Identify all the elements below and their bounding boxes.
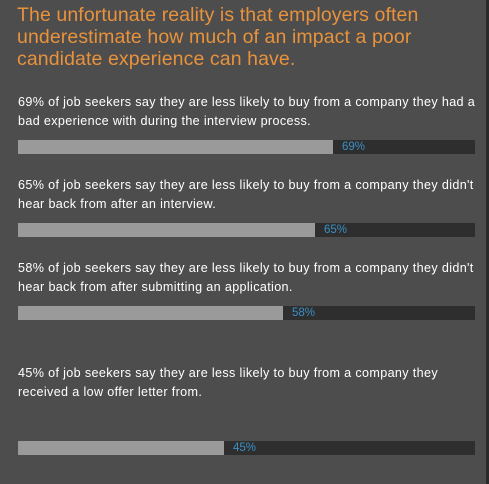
stat-text: 45% of job seekers say they are less lik… — [18, 366, 438, 399]
bar-track: 69% — [18, 140, 475, 154]
bar-value-label: 58% — [292, 307, 316, 319]
bar-track: 45% — [18, 441, 475, 455]
bar — [18, 306, 283, 320]
bar-value-label: 45% — [233, 442, 257, 454]
headline: The unfortunate reality is that employer… — [17, 4, 419, 70]
bar-value-label: 69% — [342, 141, 366, 153]
stat-text: 58% of job seekers say they are less lik… — [18, 261, 474, 294]
bar-track: 58% — [18, 306, 475, 320]
bar — [18, 223, 315, 237]
stat-text: 69% of job seekers say they are less lik… — [18, 95, 476, 128]
stat-text: 65% of job seekers say they are less lik… — [18, 178, 474, 211]
bar — [18, 140, 333, 154]
bar — [18, 441, 224, 455]
bar-track: 65% — [18, 223, 475, 237]
bar-value-label: 65% — [324, 224, 348, 236]
